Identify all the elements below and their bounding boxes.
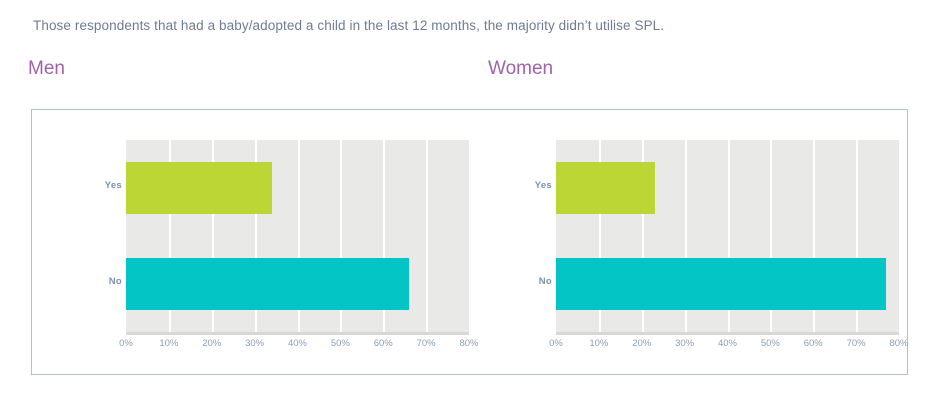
charts-panel: Yes No 0% 10% 20% 30% 40% 50% 60% 70% 80% Yes No… — [31, 109, 909, 376]
gridline-20% — [641, 140, 644, 332]
gridline-30% — [684, 140, 687, 332]
x-tick-label: 30% — [245, 338, 265, 349]
x-tick-label: 50% — [760, 338, 780, 349]
chart-men-category-labels: Yes No — [94, 140, 122, 332]
x-tick-label: 80% — [459, 338, 479, 349]
x-tick-label: 0% — [119, 338, 133, 349]
gridline-20% — [211, 140, 214, 332]
chart-women-category-labels: Yes No — [524, 140, 552, 332]
gridline-70% — [426, 140, 429, 332]
chart-headings: Men Women — [0, 58, 929, 88]
chart-men: Yes No 0% 10% 20% 30% 40% 50% 60% 70% 80% — [94, 110, 479, 376]
gridline-80% — [469, 140, 471, 332]
chart-women-bar-yes[interactable] — [556, 162, 655, 214]
chart-men-plot-area — [126, 140, 471, 335]
chart-men-bar-yes[interactable] — [126, 162, 272, 214]
chart-men-bar-no[interactable] — [126, 258, 409, 310]
chart-women-x-axis: 0% 10% 20% 30% 40% 50% 60% 70% 80% — [549, 338, 908, 354]
gridline-40% — [297, 140, 300, 332]
gridline-50% — [340, 140, 343, 332]
x-tick-label: 20% — [202, 338, 222, 349]
chart-women-plot-area — [556, 140, 901, 335]
gridline-10% — [168, 140, 171, 332]
gridline-30% — [254, 140, 257, 332]
x-tick-label: 70% — [416, 338, 436, 349]
chart-women: Yes No 0% 10% 20% 30% 40% 50% 60% 70% 80% — [524, 110, 909, 376]
gridline-70% — [856, 140, 859, 332]
gridline-60% — [383, 140, 386, 332]
chart-men-category-no: No — [108, 276, 122, 287]
chart-men-category-yes: Yes — [104, 180, 122, 191]
x-tick-label: 40% — [287, 338, 308, 349]
chart-women-category-yes: Yes — [534, 180, 552, 191]
x-tick-label: 80% — [889, 338, 909, 349]
x-tick-label: 10% — [589, 338, 609, 349]
chart-men-x-axis: 0% 10% 20% 30% 40% 50% 60% 70% 80% — [119, 338, 478, 354]
x-tick-label: 60% — [803, 338, 823, 349]
intro-text: Those respondents that had a baby/adopte… — [33, 18, 665, 33]
x-tick-label: 20% — [632, 338, 652, 349]
x-tick-label: 60% — [373, 338, 393, 349]
gridline-10% — [598, 140, 601, 332]
gridline-60% — [813, 140, 816, 332]
gridline-50% — [770, 140, 773, 332]
x-tick-label: 40% — [717, 338, 738, 349]
chart-women-category-no: No — [538, 276, 552, 287]
x-tick-label: 70% — [846, 338, 866, 349]
x-tick-label: 0% — [549, 338, 563, 349]
chart-heading-women: Women — [488, 58, 554, 79]
x-tick-label: 50% — [330, 338, 350, 349]
gridline-40% — [727, 140, 730, 332]
x-tick-label: 10% — [159, 338, 179, 349]
chart-heading-men: Men — [28, 58, 65, 79]
x-tick-label: 30% — [675, 338, 695, 349]
chart-women-bar-no[interactable] — [556, 258, 887, 310]
gridline-80% — [899, 140, 901, 332]
